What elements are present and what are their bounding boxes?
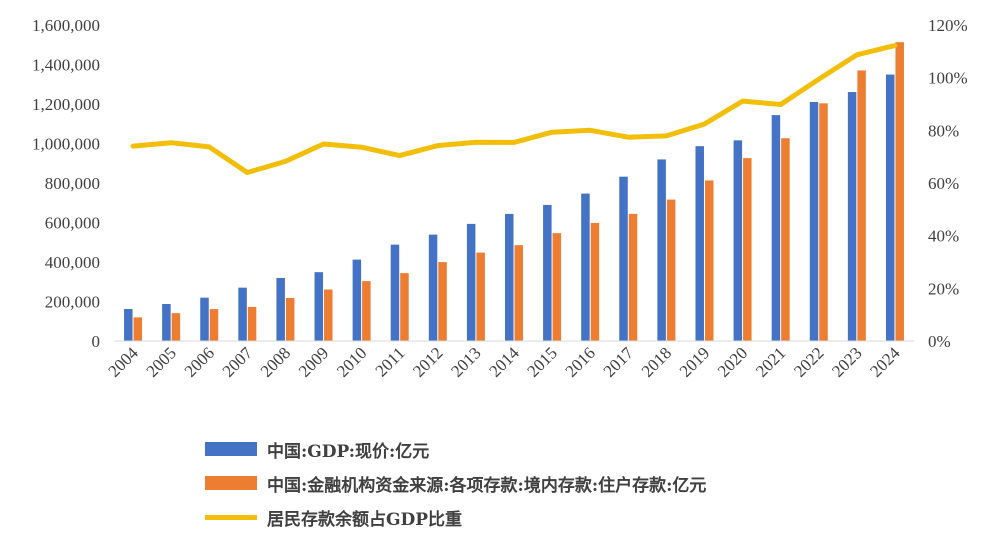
bar-deposits-2016 [590,222,600,341]
right-axis-tick: 120% [928,16,968,35]
bar-gdp-2004 [124,309,133,341]
bar-deposits-2006 [209,309,219,341]
x-axis-tick: 2005 [142,343,179,380]
legend-item-gdp: 中国:GDP:现价:亿元 [205,432,706,466]
left-axis-tick: 400,000 [45,253,100,272]
left-axis-tick: 0 [92,332,101,351]
bar-gdp-2015 [543,204,552,341]
x-axis-tick: 2004 [104,343,142,381]
x-axis-tick: 2021 [752,343,789,380]
legend-swatch-deposits [205,476,257,490]
left-axis-tick: 600,000 [45,214,100,233]
legend-item-deposits: 中国:金融机构资金来源:各项存款:境内存款:住户存款:亿元 [205,466,706,500]
bar-deposits-2014 [514,245,523,341]
bar-deposits-2017 [628,213,638,341]
x-axis-tick: 2007 [219,343,257,381]
bar-deposits-2004 [133,317,143,341]
x-axis-tick: 2023 [828,343,865,380]
right-axis-ticks: 0% 20% 40% 60% 80% 100% 120% [928,16,968,351]
bar-gdp-2019 [695,146,704,341]
bar-deposits-2023 [857,70,866,341]
x-axis-tick: 2012 [409,343,446,380]
bar-gdp-2013 [466,223,476,341]
x-axis-tick: 2008 [257,343,294,380]
right-axis-tick: 80% [928,121,959,140]
left-axis-tick: 1,200,000 [32,95,100,114]
bar-deposits-2009 [324,289,333,341]
bar-gdp-2006 [200,297,209,341]
legend-swatch-ratio [205,514,257,520]
left-axis-tick: 200,000 [45,293,100,312]
ratio-line [130,43,898,175]
x-axis-tick: 2011 [372,343,409,380]
bar-deposits-2007 [247,306,257,341]
bar-deposits-2015 [552,233,562,341]
x-axis-tick: 2014 [485,343,523,381]
bar-deposits-2012 [438,262,447,341]
legend-label-deposits: 中国:金融机构资金来源:各项存款:境内存款:住户存款:亿元 [267,475,707,496]
legend-swatch-gdp [205,442,257,456]
right-axis-tick: 40% [928,227,959,246]
ratio-line-layer [130,43,898,175]
bar-deposits-2022 [819,103,828,341]
bar-gdp-2023 [847,92,857,341]
x-axis-tick: 2024 [866,343,904,381]
x-axis-tick: 2019 [676,343,713,380]
x-axis-tick: 2013 [447,343,484,380]
bar-gdp-2008 [276,277,285,341]
bar-gdp-2011 [390,244,400,341]
bar-deposits-2011 [400,273,409,341]
bar-gdp-2017 [619,176,628,341]
bar-deposits-2013 [476,252,485,341]
x-axis-tick: 2018 [638,343,675,380]
left-axis-tick: 1,400,000 [32,56,100,75]
legend-item-ratio: 居民存款余额占GDP比重 [205,500,706,534]
right-axis-tick: 20% [928,279,959,298]
x-axis-tick: 2022 [790,343,827,380]
bar-gdp-2009 [314,272,324,341]
legend-label-gdp: 中国:GDP:现价:亿元 [267,441,430,462]
x-axis-tick: 2017 [600,343,638,381]
bar-deposits-2024 [895,42,904,342]
bar-gdp-2014 [505,213,514,341]
bar-deposits-2019 [704,180,714,341]
bar-deposits-2010 [362,281,371,341]
bar-gdp-2012 [428,234,438,341]
bar-deposits-2005 [171,313,181,341]
bar-gdp-2018 [657,159,666,341]
left-axis-tick: 1,600,000 [32,16,100,35]
right-axis-tick: 0% [928,332,951,351]
x-axis-tick: 2010 [333,343,370,380]
x-axis-ticks: 2004 2005 2006 2007 2008 2009 2010 2011 2012 2013… [104,343,904,381]
legend: 中国:GDP:现价:亿元 中国:金融机构资金来源:各项存款:境内存款:住户存款:… [205,432,706,534]
left-axis-ticks: 0 200,000 400,000 600,000 800,000 1,000,000 1,… [32,16,100,351]
bar-deposits-2020 [743,158,752,341]
bar-deposits-2008 [285,297,295,341]
x-axis-tick: 2015 [523,343,560,380]
bar-gdp-2005 [162,304,171,341]
legend-label-ratio: 居民存款余额占GDP比重 [267,509,463,530]
bars-layer [124,42,904,342]
x-axis-tick: 2006 [181,343,218,380]
left-axis-tick: 800,000 [45,174,100,193]
bar-gdp-2021 [771,115,781,341]
x-axis-tick: 2009 [295,343,332,380]
bar-gdp-2020 [733,140,743,341]
bar-gdp-2022 [809,101,819,341]
bar-gdp-2024 [885,74,895,341]
bar-deposits-2021 [781,138,790,341]
right-axis-tick: 60% [928,174,959,193]
right-axis-tick: 100% [928,69,968,88]
x-axis-tick: 2020 [714,343,751,380]
x-axis-tick: 2016 [562,343,599,380]
bar-gdp-2007 [238,287,247,341]
left-axis-tick: 1,000,000 [32,135,100,154]
bar-gdp-2010 [352,259,362,341]
bar-deposits-2018 [666,199,676,341]
bar-gdp-2016 [581,193,590,341]
